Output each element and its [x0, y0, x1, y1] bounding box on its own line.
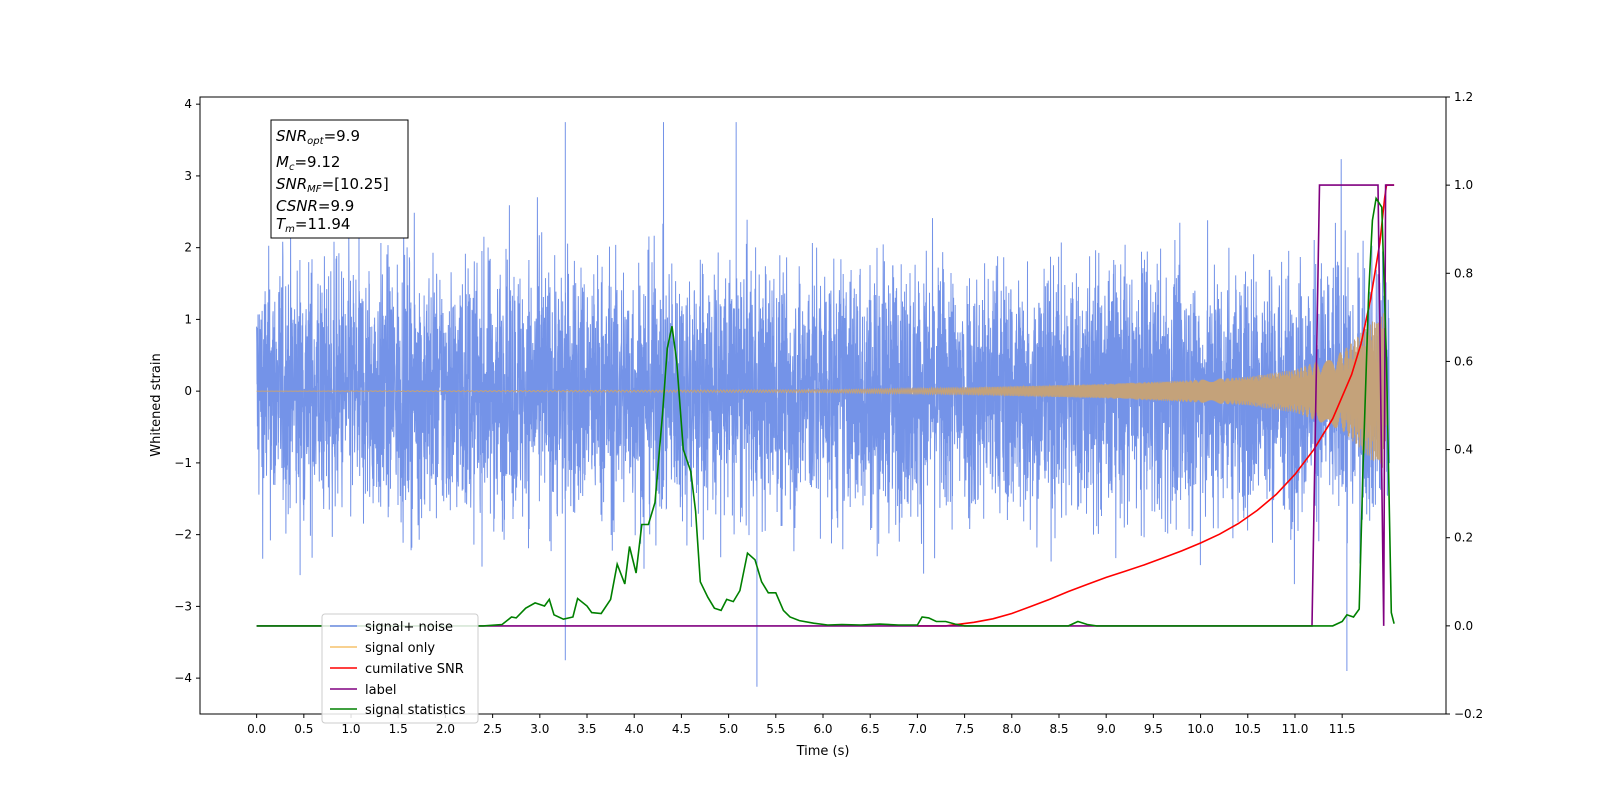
x-tick-label: 0.5: [294, 722, 313, 736]
x-tick-label: 8.5: [1049, 722, 1068, 736]
y2-tick-label: 0.2: [1454, 531, 1473, 545]
annotation-snr-opt-sub: opt: [307, 136, 324, 147]
x-tick-label: 4.0: [625, 722, 644, 736]
x-tick-label: 1.5: [389, 722, 408, 736]
y-axis-right: 1.2 1.0 0.8 0.6 0.4 0.2 0.0 −0.2: [1446, 90, 1483, 721]
legend-label-signal-noise: signal+ noise: [365, 620, 453, 635]
x-tick-label: 4.5: [672, 722, 691, 736]
annotation-snr-mf-sub: MF: [307, 184, 322, 195]
y-tick-label: 3: [184, 169, 192, 183]
y2-tick-label: 0.0: [1454, 619, 1473, 633]
x-axis: 0.0 0.5 1.0 1.5 2.0 2.5 3.0 3.5 4.0 4.5 5.0 5.5 6.0 6…: [247, 714, 1356, 736]
y-tick-label: −4: [174, 671, 192, 685]
y-tick-label: −3: [174, 599, 192, 613]
legend-label-signal-statistics: signal statistics: [365, 703, 466, 718]
y-tick-label: 0: [184, 384, 192, 398]
x-tick-label: 8.0: [1002, 722, 1021, 736]
legend-label-cumilative-snr: cumilative SNR: [365, 662, 464, 677]
y-axis-left: 4 3 2 1 0 −1 −2 −3 −4: [174, 97, 200, 685]
x-tick-label: 2.0: [436, 722, 455, 736]
annotation-mc-sub: c: [289, 162, 295, 173]
annotation-snr-mf-name: SNR: [276, 175, 307, 193]
x-tick-label: 3.5: [577, 722, 596, 736]
y-tick-label: 2: [184, 241, 192, 255]
annotation-tm-value: =11.94: [295, 215, 351, 233]
x-tick-label: 7.0: [908, 722, 927, 736]
annotation-mc-value: =9.12: [294, 153, 340, 171]
x-tick-label: 0.0: [247, 722, 266, 736]
series-signal-only: [256, 313, 1388, 470]
annotation-snr-mf: SNRMF=[10.25]: [276, 175, 389, 195]
series-cumilative-snr: [917, 184, 1395, 627]
annotation-tm-sub: m: [285, 224, 295, 235]
legend-frame: [321, 613, 479, 724]
y-tick-label: 4: [184, 97, 192, 111]
annotation-snr-opt-name: SNR: [276, 127, 307, 145]
y2-tick-label: 1.0: [1454, 178, 1473, 192]
y2-tick-label: 1.2: [1454, 90, 1473, 104]
x-tick-label: 6.0: [813, 722, 832, 736]
y2-tick-label: 0.8: [1454, 266, 1473, 280]
legend: signal+ noise signal only cumilative SNR…: [321, 613, 479, 724]
y-axis-label: Whitened strain: [149, 353, 164, 456]
y2-tick-label: −0.2: [1454, 707, 1483, 721]
x-tick-label: 5.0: [719, 722, 738, 736]
y-tick-label: 1: [184, 312, 192, 326]
legend-label-label: label: [365, 683, 396, 698]
x-tick-label: 10.0: [1187, 722, 1214, 736]
x-tick-label: 11.0: [1282, 722, 1309, 736]
x-tick-label: 6.5: [861, 722, 880, 736]
annotation-box: SNRopt=9.9 Mc=9.12 SNRMF=[10.25] CSNR=9.…: [270, 119, 409, 239]
annotation-mc-name: M: [276, 153, 289, 171]
annotation-csnr-name: CSNR: [276, 197, 318, 215]
annotation-snr-opt-value: =9.9: [324, 127, 360, 145]
annotation-mc: Mc=9.12: [276, 153, 340, 173]
series-signal-noise: [256, 122, 1390, 687]
plot-area: [256, 122, 1395, 687]
series-signal-statistics: [256, 196, 1395, 627]
x-tick-label: 1.0: [341, 722, 360, 736]
x-tick-label: 5.5: [766, 722, 785, 736]
x-axis-label: Time (s): [796, 744, 850, 759]
y2-tick-label: 0.6: [1454, 354, 1473, 368]
x-tick-label: 9.5: [1144, 722, 1163, 736]
annotation-snr-opt: SNRopt=9.9: [276, 127, 360, 147]
annotation-csnr-value: =9.9: [318, 197, 354, 215]
annotation-frame: [270, 119, 409, 239]
x-tick-label: 9.0: [1097, 722, 1116, 736]
annotation-tm: Tm=11.94: [276, 215, 350, 235]
x-tick-label: 2.5: [483, 722, 502, 736]
y2-tick-label: 0.4: [1454, 443, 1473, 457]
annotation-snr-mf-value: =[10.25]: [322, 175, 389, 193]
y-tick-label: −2: [174, 528, 192, 542]
x-tick-label: 3.0: [530, 722, 549, 736]
y-tick-label: −1: [174, 456, 192, 470]
legend-label-signal-only: signal only: [365, 641, 435, 656]
annotation-tm-name: T: [276, 215, 287, 233]
x-tick-label: 10.5: [1234, 722, 1261, 736]
x-tick-label: 11.5: [1329, 722, 1356, 736]
x-tick-label: 7.5: [955, 722, 974, 736]
annotation-csnr: CSNR=9.9: [276, 197, 354, 215]
